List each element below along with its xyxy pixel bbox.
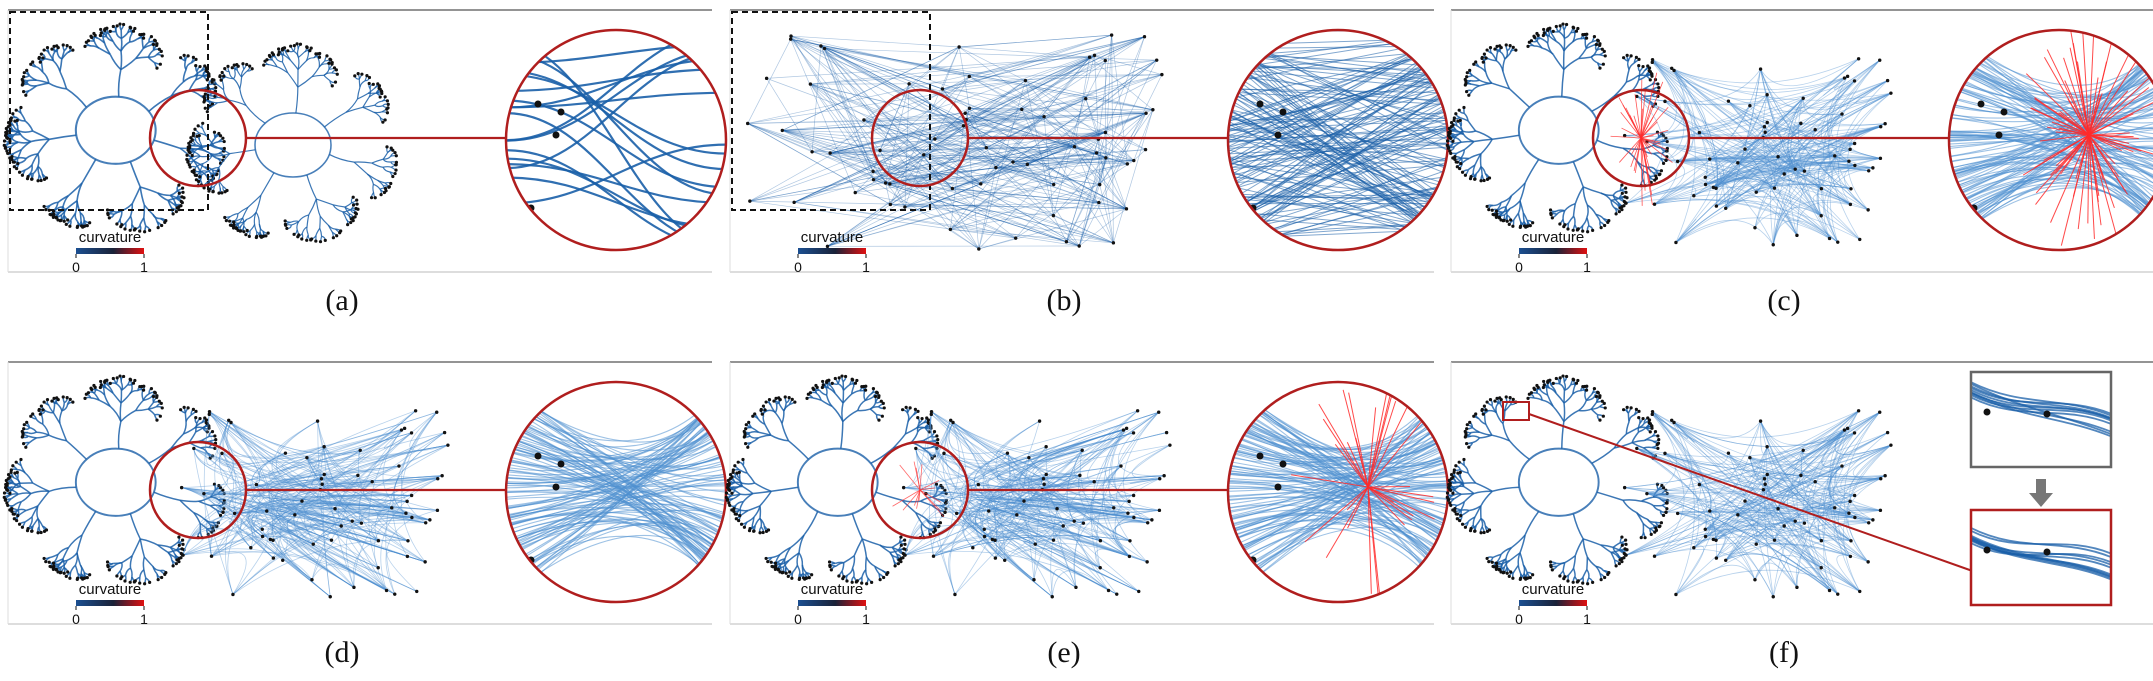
panel-b: curvature 0 1 — [729, 9, 1450, 275]
panel-c-caption: (c) — [1767, 284, 1801, 317]
panel-f-arrow-down-icon — [2029, 479, 2053, 507]
panel-e-legend-bar — [798, 600, 866, 606]
panel-f-caption: (f) — [1769, 636, 1799, 669]
panel-c-legend-title: curvature — [1522, 229, 1585, 246]
panel-f-legend-min: 0 — [1515, 611, 1523, 627]
panel-a-magnified-circle — [504, 28, 728, 252]
panel-b-legend-bar — [798, 248, 866, 254]
panel-d: curvature 0 1 — [2, 361, 728, 627]
panel-d-legend-bar — [76, 600, 144, 606]
panel-c: curvature 0 1 — [1445, 9, 2153, 275]
panel-b-magnified-view — [1228, 30, 1448, 250]
panel-a-legend-title: curvature — [79, 229, 142, 246]
panel-b-network — [745, 33, 1164, 251]
panel-b-legend-max: 1 — [862, 259, 870, 275]
panel-f-zoom-marker — [1502, 401, 1530, 421]
panel-d-legend-max: 1 — [140, 611, 148, 627]
panel-c-zoom-region — [1591, 88, 1691, 188]
panel-a-legend-max: 1 — [140, 259, 148, 275]
panel-c-legend-max: 1 — [1583, 259, 1591, 275]
panel-b-legend-min: 0 — [794, 259, 802, 275]
panel-a-legend-min: 0 — [72, 259, 80, 275]
panel-e-legend-max: 1 — [862, 611, 870, 627]
panel-c-network — [1445, 22, 1893, 247]
panel-d-network — [2, 374, 450, 599]
panel-d-zoom-region — [148, 440, 248, 540]
panel-f-legend-title: curvature — [1522, 581, 1585, 598]
panel-d-caption: (d) — [324, 636, 360, 669]
panel-a-selection-box — [9, 11, 209, 211]
panel-a-zoom-region — [148, 88, 248, 188]
panel-f-legend-bar — [1519, 600, 1587, 606]
panel-b-zoom-region — [870, 88, 970, 188]
panel-b-legend-title: curvature — [801, 229, 864, 246]
panel-f-zoom-connector — [1528, 413, 1982, 575]
panel-b-caption: (b) — [1046, 284, 1082, 317]
panel-b-selection-box — [731, 11, 931, 211]
panel-f: curvature 0 1 — [1445, 361, 2153, 627]
panel-d-legend-min: 0 — [72, 611, 80, 627]
panel-e-zoom-region — [870, 440, 970, 540]
panel-e-caption: (e) — [1047, 636, 1081, 669]
panel-a: curvature 0 1 — [2, 9, 728, 275]
panel-e-legend-title: curvature — [801, 581, 864, 598]
panel-d-magnified-view — [506, 382, 726, 602]
panel-c-legend-min: 0 — [1515, 259, 1523, 275]
panel-a-legend-bar — [76, 248, 144, 254]
panel-a-magnified-view — [506, 30, 726, 250]
panel-e: curvature 0 1 — [724, 361, 1450, 627]
panel-a-caption: (a) — [325, 284, 359, 317]
panel-f-inset-after — [1969, 508, 2113, 607]
panel-a-network — [2, 22, 399, 244]
panel-e-network — [724, 374, 1172, 599]
panel-f-legend-max: 1 — [1583, 611, 1591, 627]
panel-c-magnified-view — [1949, 30, 2153, 250]
panel-c-magnified-circle — [1947, 28, 2153, 252]
panel-d-legend-title: curvature — [79, 581, 142, 598]
panel-f-inset-before — [1969, 370, 2113, 469]
panel-e-legend-min: 0 — [794, 611, 802, 627]
panel-f-network — [1445, 374, 1893, 599]
panel-c-legend-bar — [1519, 248, 1587, 254]
